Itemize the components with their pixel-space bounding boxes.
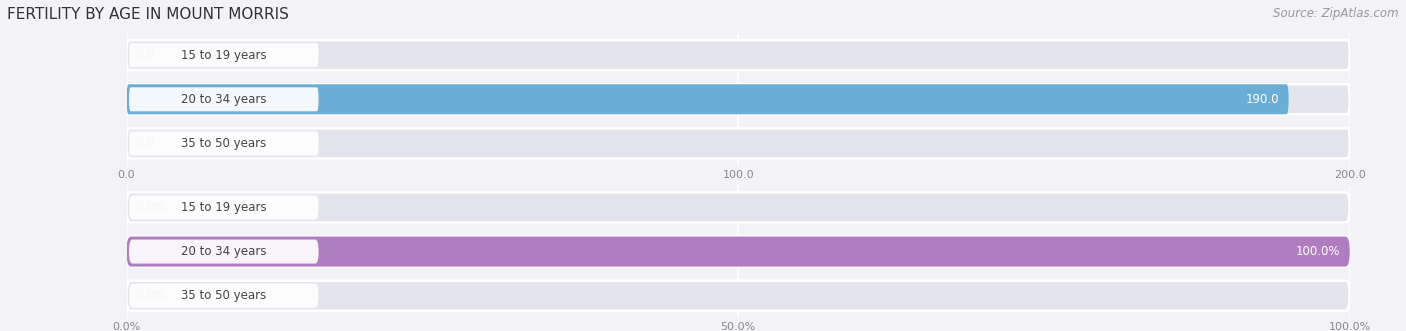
Text: 15 to 19 years: 15 to 19 years — [181, 201, 267, 214]
FancyBboxPatch shape — [127, 84, 1350, 114]
FancyBboxPatch shape — [129, 87, 319, 111]
FancyBboxPatch shape — [127, 237, 1350, 266]
FancyBboxPatch shape — [129, 131, 319, 156]
Text: 15 to 19 years: 15 to 19 years — [181, 49, 267, 62]
Text: 35 to 50 years: 35 to 50 years — [181, 289, 266, 302]
Text: Source: ZipAtlas.com: Source: ZipAtlas.com — [1274, 7, 1399, 20]
FancyBboxPatch shape — [127, 84, 1288, 114]
Text: 0.0%: 0.0% — [136, 289, 166, 302]
FancyBboxPatch shape — [129, 240, 319, 263]
Text: 100.0%: 100.0% — [1295, 245, 1340, 258]
Text: 20 to 34 years: 20 to 34 years — [181, 93, 267, 106]
FancyBboxPatch shape — [127, 40, 1350, 70]
FancyBboxPatch shape — [127, 128, 1350, 159]
FancyBboxPatch shape — [129, 43, 319, 67]
Text: 0.0%: 0.0% — [136, 201, 166, 214]
Text: 20 to 34 years: 20 to 34 years — [181, 245, 267, 258]
FancyBboxPatch shape — [129, 284, 319, 308]
FancyBboxPatch shape — [129, 195, 319, 219]
Text: 0.0: 0.0 — [136, 137, 155, 150]
FancyBboxPatch shape — [127, 237, 1350, 266]
Text: 0.0: 0.0 — [136, 49, 155, 62]
FancyBboxPatch shape — [127, 192, 1350, 222]
Text: 35 to 50 years: 35 to 50 years — [181, 137, 266, 150]
Text: 190.0: 190.0 — [1246, 93, 1279, 106]
Text: FERTILITY BY AGE IN MOUNT MORRIS: FERTILITY BY AGE IN MOUNT MORRIS — [7, 7, 288, 22]
FancyBboxPatch shape — [127, 281, 1350, 311]
